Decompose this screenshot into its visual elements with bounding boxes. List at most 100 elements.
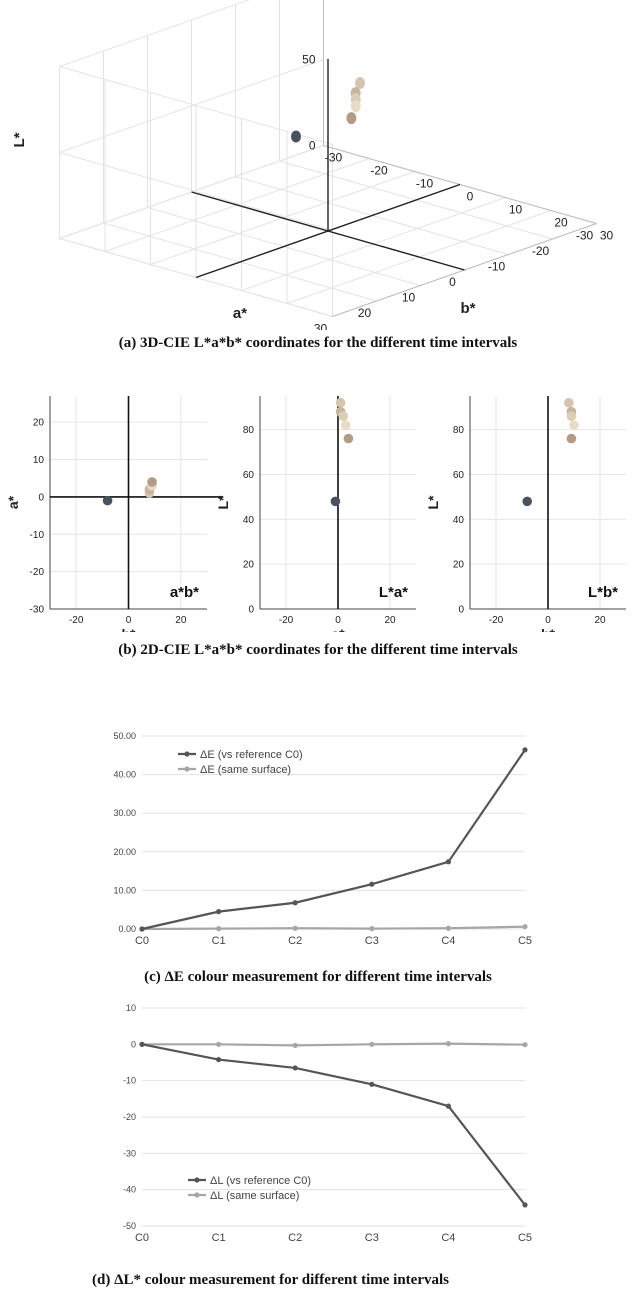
x-tick-label: C3 (365, 935, 379, 947)
chart-3d-cie: 0501003020100-10-20-30-30-20-100102030L*… (11, 0, 613, 336)
y-tick-label: -20 (123, 1112, 136, 1122)
x-tick-label: C2 (288, 935, 302, 947)
legend-label: ΔE (same surface) (200, 764, 291, 776)
x-tick-label: 20 (594, 615, 606, 626)
z-tick-label: 0 (309, 139, 316, 153)
data-point (335, 397, 346, 408)
panel-delta-l: 10 0 -10 -20 -30 -40 -50 C0 C1 C2 C3 C4 C5 ΔL (vs ref… (0, 1000, 636, 1277)
data-point (292, 1065, 298, 1071)
legend-label: ΔE (vs reference C0) (200, 749, 303, 761)
data-point (355, 76, 365, 89)
data-point (139, 1041, 145, 1047)
data-point (292, 900, 298, 906)
y-tick-label: 20 (453, 560, 465, 571)
data-point (291, 130, 301, 143)
data-point (566, 433, 577, 444)
caption-d: (d) ΔL* colour measurement for different… (92, 1272, 449, 1288)
a-tick-label: -10 (488, 260, 506, 274)
panel-3d-cie: 0501003020100-10-20-30-30-20-100102030L*… (0, 0, 636, 336)
data-point (346, 112, 357, 125)
b-tick-label: -30 (325, 151, 343, 165)
data-point (569, 420, 579, 430)
caption-c: (c) ΔE colour measurement for different … (144, 969, 492, 985)
data-point (330, 496, 341, 507)
y-axis-label: a* (5, 495, 21, 509)
a-tick-label: 20 (358, 306, 372, 320)
x-tick-label: C1 (212, 1232, 226, 1244)
a-tick-label: 30 (314, 322, 328, 331)
data-point (522, 496, 532, 507)
data-point (445, 859, 451, 865)
x-tick-label: C3 (365, 1232, 379, 1244)
x-axis-label: a* (331, 626, 345, 632)
data-point (147, 477, 157, 487)
y-tick-label: 40 (453, 515, 465, 526)
data-point (369, 1041, 375, 1047)
y-tick-label: 80 (243, 425, 255, 436)
y-axis-label: L* (425, 495, 441, 510)
data-point (102, 495, 113, 506)
y-tick-label: 40.00 (113, 770, 136, 780)
y-tick-label: 0 (38, 492, 44, 503)
data-point (350, 100, 361, 113)
y-axis-label: L* (215, 495, 231, 510)
y-tick-label: 60 (453, 470, 465, 481)
plot-annotation: L*a* (379, 584, 408, 601)
data-point (522, 924, 528, 930)
x-tick-label: 20 (175, 615, 187, 626)
legend-label: ΔL (vs reference C0) (210, 1175, 311, 1187)
x-tick-label: -20 (489, 615, 504, 626)
y-tick-label: -10 (123, 1076, 136, 1086)
legend-marker (194, 1192, 200, 1198)
y-tick-label: 40 (243, 515, 255, 526)
y-tick-label: 0 (458, 605, 464, 616)
b-tick-label: -20 (370, 164, 388, 178)
y-tick-label: 20 (243, 560, 255, 571)
series-line (142, 1042, 526, 1047)
a-tick-label: -20 (532, 244, 550, 258)
plot-annotation: a*b* (170, 584, 199, 601)
series-line (141, 749, 526, 931)
b-axis-label: b* (461, 300, 476, 317)
a-tick-label: 0 (449, 275, 456, 289)
series-line (141, 1043, 526, 1206)
data-point (216, 909, 222, 915)
x-tick-label: -20 (279, 615, 294, 626)
chart-delta-e: 0.00 10.00 20.00 30.00 40.00 50.00 C0 C1 C2 C3 C4 C… (113, 731, 532, 947)
legend-label: ΔL (same surface) (210, 1190, 299, 1202)
a-axis-label: a* (233, 305, 247, 322)
x-tick-label: C2 (288, 1232, 302, 1244)
data-point (564, 397, 574, 408)
x-tick-label: -20 (69, 615, 84, 626)
data-point (369, 926, 375, 932)
b-tick-label: 20 (554, 216, 568, 230)
y-tick-label: -20 (30, 567, 45, 578)
caption-b: (b) 2D-CIE L*a*b* coordinates for the di… (118, 642, 518, 658)
data-point (445, 1041, 451, 1047)
legend-marker (184, 766, 190, 772)
y-tick-label: 50.00 (113, 731, 136, 741)
data-point (522, 1042, 528, 1048)
a-tick-label: 10 (402, 291, 416, 305)
y-tick-label: -50 (123, 1221, 136, 1231)
x-tick-label: C4 (441, 1232, 455, 1244)
data-point (216, 1041, 222, 1047)
x-tick-label: C0 (135, 935, 149, 947)
panel-2d-cie: -2002020100-10-20-30b*a*a*b*-20020806040… (0, 362, 636, 642)
panel-delta-e: 0.00 10.00 20.00 30.00 40.00 50.00 C0 C1 C2 C3 C4 C… (0, 718, 636, 963)
x-tick-label: 0 (335, 615, 341, 626)
data-point (566, 411, 577, 421)
z-tick-label: 50 (302, 53, 316, 67)
data-point (216, 1056, 222, 1063)
x-tick-label: C4 (441, 935, 455, 947)
b-tick-label: -10 (416, 177, 434, 191)
y-tick-label: 20.00 (113, 847, 136, 857)
data-point (522, 747, 528, 753)
data-point (369, 881, 375, 887)
y-tick-label: 20 (33, 418, 45, 429)
y-tick-label: -30 (30, 605, 45, 616)
data-point (343, 433, 354, 444)
data-point (139, 926, 145, 932)
y-tick-label: 80 (453, 425, 465, 436)
y-tick-label: 0 (248, 605, 254, 616)
